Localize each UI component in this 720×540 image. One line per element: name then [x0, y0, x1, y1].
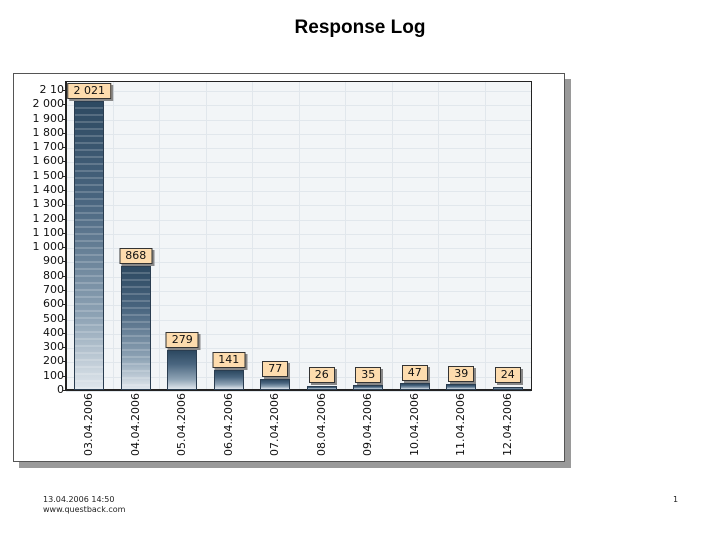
data-label: 141 — [212, 351, 246, 368]
bar — [306, 386, 337, 390]
bar — [399, 383, 430, 390]
y-tick-label: 1 300 — [32, 197, 65, 211]
y-tick-label: 300 — [43, 340, 64, 354]
y-tick-mark — [62, 90, 66, 91]
y-tick-mark — [62, 347, 66, 349]
y-tick-mark — [62, 175, 66, 177]
y-tick-label: 500 — [43, 311, 64, 325]
bar — [492, 386, 523, 390]
y-tick-label: 700 — [43, 283, 64, 296]
page-title: Response Log — [294, 17, 426, 38]
plot-area — [66, 81, 532, 392]
gridline-vertical — [298, 82, 300, 391]
x-tick-label: 11.04.2006 — [454, 393, 468, 456]
bar — [167, 350, 198, 390]
y-tick-label: 600 — [43, 297, 64, 311]
data-label: 47 — [401, 365, 428, 382]
footer-timestamp: 13.04.2006 14:50 — [43, 495, 115, 504]
y-tick-label: 1 400 — [32, 183, 65, 196]
x-tick-label: 07.04.2006 — [268, 393, 282, 456]
y-tick-mark — [62, 232, 66, 234]
y-tick-mark — [62, 132, 66, 134]
footer-page-number: 1 — [673, 495, 679, 504]
y-tick-label: 2 000 — [32, 97, 65, 111]
y-tick-mark — [62, 218, 66, 220]
y-tick-mark — [62, 375, 66, 377]
bar — [213, 369, 244, 390]
gridline-vertical — [205, 82, 207, 391]
y-tick-label: 400 — [43, 325, 64, 339]
y-tick-mark — [62, 118, 66, 120]
y-tick-mark — [62, 261, 66, 263]
y-tick-label: 2 10 — [39, 83, 65, 96]
y-tick-mark — [62, 204, 66, 206]
data-label: 26 — [308, 367, 335, 383]
bar — [74, 101, 105, 390]
data-label: 39 — [448, 366, 475, 383]
y-tick-mark — [62, 104, 66, 106]
y-tick-mark — [62, 161, 66, 163]
y-tick-mark — [62, 147, 66, 149]
data-label: 2 021 — [67, 83, 111, 99]
y-tick-mark — [62, 332, 66, 334]
y-tick-label: 1 800 — [32, 125, 65, 139]
bar — [446, 384, 477, 390]
y-tick-mark — [62, 275, 66, 277]
y-axis — [65, 81, 67, 391]
y-tick-label: 800 — [43, 268, 64, 282]
x-tick-label: 08.04.2006 — [314, 393, 328, 456]
gridline-vertical — [438, 82, 439, 391]
x-tick-label: 05.04.2006 — [175, 393, 189, 456]
gridline-vertical — [345, 82, 346, 391]
footer-website: www.questback.com — [43, 505, 126, 514]
data-label: 35 — [355, 367, 382, 383]
gridline — [66, 391, 531, 392]
gridline-vertical — [252, 82, 253, 391]
y-tick-label: 0 — [57, 383, 64, 396]
bar — [260, 379, 291, 390]
x-tick-label: 09.04.2006 — [361, 393, 375, 456]
y-tick-mark — [62, 290, 66, 291]
x-tick-label: 03.04.2006 — [82, 393, 96, 456]
y-tick-mark — [62, 318, 66, 320]
gridline-vertical — [484, 82, 486, 391]
y-tick-label: 100 — [43, 368, 64, 382]
y-tick-label: 200 — [43, 354, 64, 368]
y-tick-mark — [62, 304, 66, 306]
x-tick-label: 10.04.2006 — [407, 393, 421, 456]
y-tick-label: 1 500 — [32, 168, 65, 182]
data-label: 24 — [494, 367, 521, 383]
data-label: 77 — [262, 361, 289, 377]
bar — [120, 266, 151, 390]
y-tick-label: 1 600 — [32, 154, 65, 168]
y-tick-mark — [62, 361, 66, 363]
y-tick-mark — [62, 247, 66, 249]
gridline-vertical — [159, 82, 160, 391]
gridline-vertical — [112, 82, 114, 391]
footer-left: 13.04.2006 14:50 www.questback.com — [43, 495, 125, 515]
data-label: 868 — [119, 248, 153, 264]
x-tick-label: 06.04.2006 — [221, 393, 235, 456]
x-tick-label: 12.04.2006 — [500, 393, 514, 456]
y-tick-mark — [62, 190, 66, 191]
y-tick-label: 1 100 — [32, 225, 65, 239]
y-tick-label: 1 900 — [32, 111, 65, 125]
y-tick-label: 1 000 — [32, 240, 65, 254]
x-axis — [65, 389, 532, 391]
y-tick-label: 1 200 — [32, 211, 65, 225]
y-tick-label: 1 700 — [32, 140, 65, 154]
x-tick-label: 04.04.2006 — [128, 393, 142, 456]
data-label: 279 — [165, 332, 199, 349]
gridline-vertical — [391, 82, 393, 391]
y-tick-label: 900 — [43, 254, 64, 268]
bar — [353, 385, 384, 390]
y-tick-mark — [62, 390, 66, 391]
